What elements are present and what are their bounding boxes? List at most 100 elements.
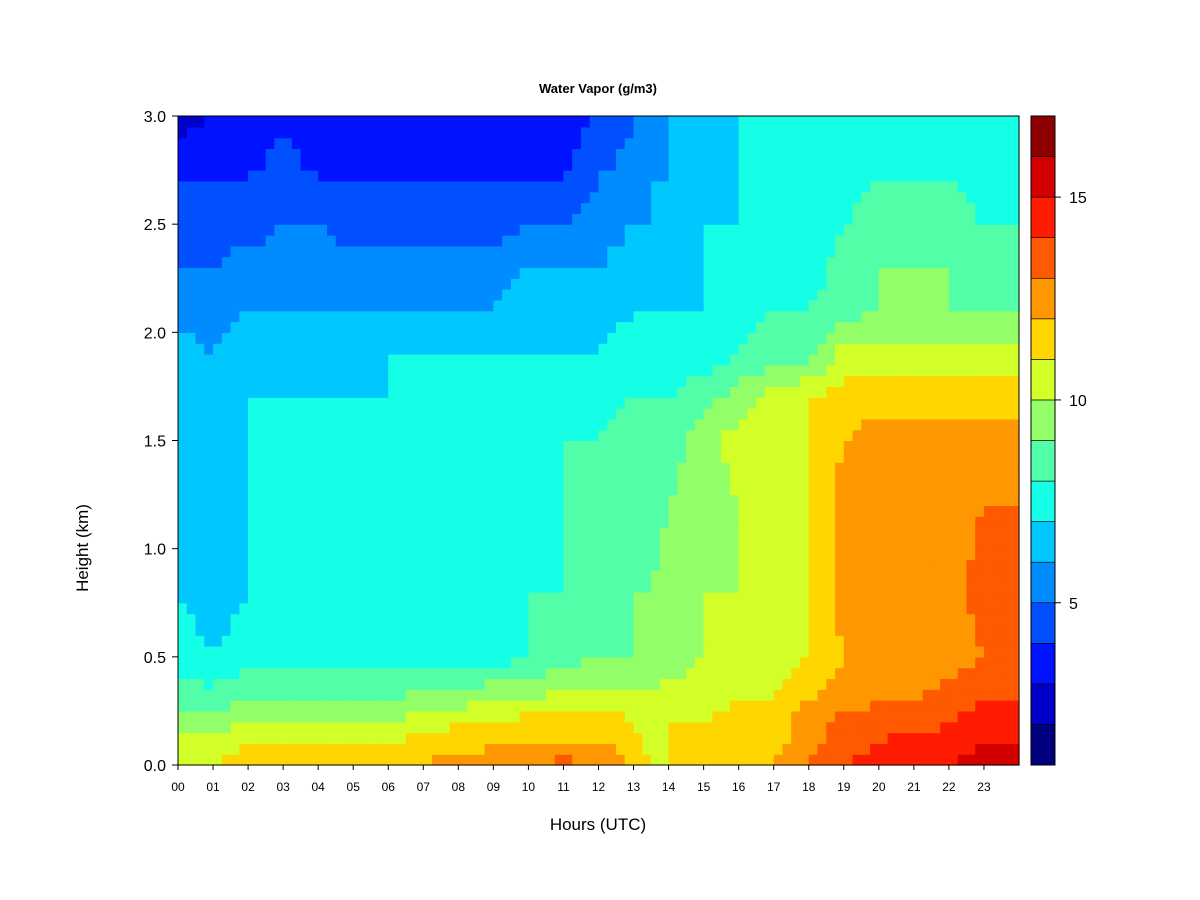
heatmap-cell	[186, 202, 197, 214]
heatmap-cell	[291, 721, 302, 734]
heatmap-cell	[213, 397, 223, 409]
heatmap-cell	[423, 440, 433, 452]
heatmap-cell	[563, 397, 573, 409]
heatmap-cell	[668, 527, 678, 539]
heatmap-cell	[300, 700, 311, 712]
heatmap-cell	[572, 299, 582, 312]
heatmap-cell	[572, 732, 582, 744]
heatmap-cell	[799, 278, 810, 290]
heatmap-cell	[493, 710, 503, 723]
heatmap-cell	[782, 516, 792, 528]
heatmap-cell	[887, 224, 897, 236]
heatmap-cell	[756, 689, 766, 701]
heatmap-cell	[624, 386, 635, 398]
heatmap-cell	[300, 667, 311, 680]
heatmap-cell	[361, 559, 372, 571]
heatmap-cell	[721, 635, 731, 647]
heatmap-cell	[686, 278, 696, 290]
heatmap-cell	[274, 483, 284, 496]
heatmap-cell	[309, 451, 319, 463]
heatmap-cell	[668, 624, 678, 636]
heatmap-cell	[432, 353, 442, 366]
heatmap-cell	[309, 462, 319, 474]
heatmap-cell	[651, 613, 661, 625]
heatmap-cell	[186, 267, 197, 279]
heatmap-cell	[572, 202, 582, 214]
heatmap-cell	[449, 202, 459, 214]
heatmap-cell	[712, 332, 722, 344]
heatmap-cell	[300, 267, 311, 279]
heatmap-cell	[537, 332, 547, 344]
heatmap-cell	[896, 310, 906, 323]
heatmap-cell	[300, 754, 311, 766]
heatmap-cell	[721, 516, 731, 528]
heatmap-cell	[651, 224, 661, 236]
heatmap-cell	[414, 310, 424, 323]
heatmap-cell	[589, 332, 600, 344]
heatmap-cell	[861, 505, 871, 517]
heatmap-cell	[677, 591, 687, 604]
heatmap-cell	[913, 483, 924, 496]
heatmap-cell	[475, 494, 486, 506]
heatmap-cell	[616, 570, 626, 582]
heatmap-cell	[957, 559, 968, 571]
heatmap-cell	[502, 570, 512, 582]
heatmap-cell	[423, 624, 433, 636]
heatmap-cell	[449, 527, 459, 539]
heatmap-cell	[178, 527, 188, 539]
heatmap-cell	[975, 613, 985, 625]
heatmap-cell	[616, 732, 626, 744]
heatmap-cell	[738, 667, 749, 680]
heatmap-cell	[265, 245, 275, 258]
heatmap-cell	[852, 624, 862, 636]
heatmap-cell	[668, 494, 678, 506]
heatmap-cell	[379, 635, 389, 647]
heatmap-cell	[519, 581, 530, 593]
heatmap-cell	[922, 256, 932, 269]
heatmap-cell	[887, 386, 897, 398]
heatmap-cell	[764, 613, 775, 625]
heatmap-cell	[265, 710, 275, 723]
heatmap-cell	[773, 245, 784, 258]
heatmap-cell	[598, 310, 608, 323]
heatmap-cell	[572, 408, 582, 420]
heatmap-cell	[870, 234, 880, 247]
heatmap-cell	[309, 440, 319, 452]
heatmap-cell	[502, 408, 512, 420]
heatmap-cell	[335, 483, 346, 496]
heatmap-cell	[563, 343, 573, 355]
heatmap-cell	[361, 429, 372, 442]
heatmap-cell	[791, 646, 801, 658]
heatmap-cell	[178, 624, 188, 636]
heatmap-cell	[642, 256, 652, 269]
heatmap-cell	[440, 289, 451, 301]
heatmap-cell	[983, 245, 994, 258]
heatmap-cell	[572, 397, 582, 409]
heatmap-cell	[484, 570, 494, 582]
heatmap-cell	[432, 386, 442, 398]
heatmap-cell	[957, 516, 968, 528]
heatmap-cell	[361, 289, 372, 301]
heatmap-cell	[274, 559, 284, 571]
heatmap-cell	[624, 245, 635, 258]
heatmap-cell	[659, 299, 670, 312]
heatmap-cell	[554, 278, 565, 290]
heatmap-cell	[265, 732, 275, 744]
heatmap-cell	[905, 527, 915, 539]
heatmap-cell	[878, 472, 889, 485]
heatmap-cell	[519, 754, 530, 766]
heatmap-cell	[502, 245, 512, 258]
heatmap-cell	[545, 570, 556, 582]
heatmap-cell	[922, 440, 932, 452]
heatmap-cell	[589, 418, 600, 431]
heatmap-cell	[361, 548, 372, 561]
heatmap-cell	[388, 321, 398, 333]
heatmap-cell	[677, 656, 687, 669]
heatmap-cell	[589, 375, 600, 388]
heatmap-cell	[957, 202, 968, 214]
heatmap-cell	[721, 710, 731, 723]
heatmap-cell	[563, 559, 573, 571]
heatmap-cell	[826, 375, 836, 388]
heatmap-cell	[248, 710, 258, 723]
heatmap-cell	[186, 213, 197, 225]
